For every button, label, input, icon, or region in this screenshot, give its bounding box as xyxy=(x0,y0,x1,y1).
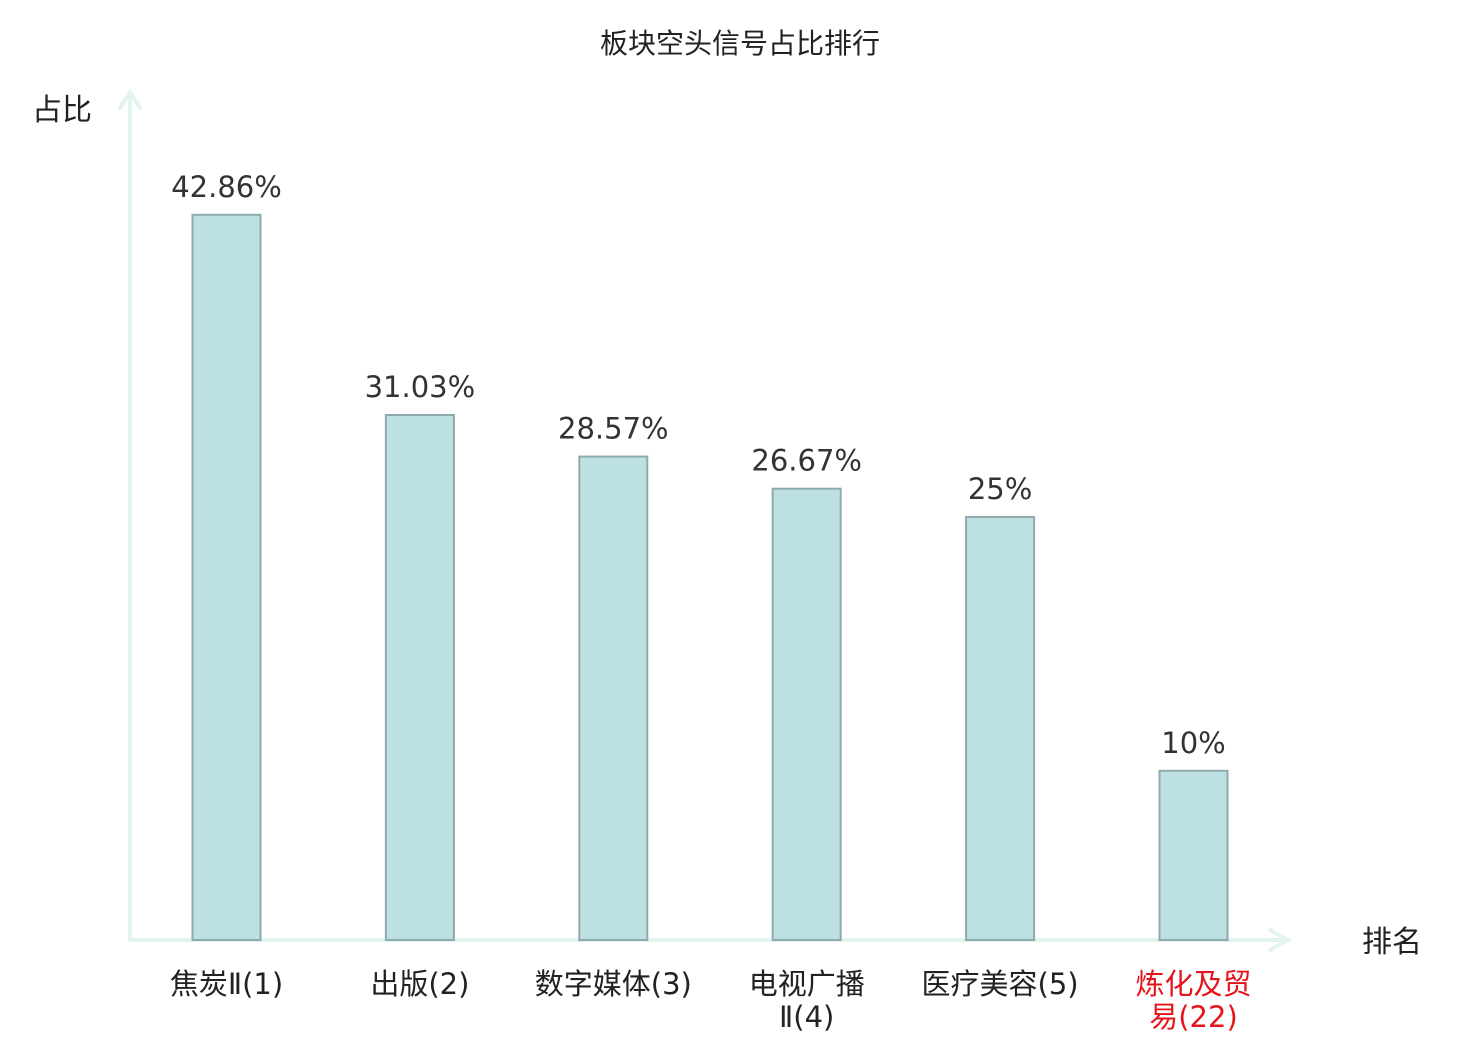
bar-4 xyxy=(771,487,842,941)
tick-label-6: 炼化及贸易(22) xyxy=(1135,967,1251,1034)
tick-label-2: 出版(2) xyxy=(370,967,469,1001)
chart-title: 板块空头信号占比排行 xyxy=(600,27,880,60)
value-label-4: 26.67% xyxy=(751,444,862,478)
tick-label-5: 医疗美容(5) xyxy=(922,967,1079,1001)
bar-6 xyxy=(1158,769,1229,941)
tick-label-3: 数字媒体(3) xyxy=(535,967,692,1001)
value-label-3: 28.57% xyxy=(558,412,669,446)
bar-5 xyxy=(965,516,1036,941)
value-label-5: 25% xyxy=(968,472,1032,506)
value-label-1: 42.86% xyxy=(171,170,282,204)
tick-label-4: 电视广播 Ⅱ(4) xyxy=(749,967,865,1034)
tick-labels-group: 焦炭Ⅱ(1) 出版(2) 数字媒体(3) 电视广播 Ⅱ(4) 医疗美容(5) 炼化及贸易(2… xyxy=(170,967,1252,1034)
x-axis xyxy=(128,928,1293,952)
x-axis-label: 排名 xyxy=(1362,925,1422,960)
bar-2 xyxy=(384,414,455,941)
bar-1 xyxy=(191,213,262,942)
y-axis-label: 占比 xyxy=(32,93,92,128)
y-axis xyxy=(118,88,142,942)
value-label-6: 10% xyxy=(1161,726,1225,760)
bar-3 xyxy=(578,455,649,941)
value-label-2: 31.03% xyxy=(365,370,476,404)
bars-group xyxy=(191,213,1229,942)
tick-label-1: 焦炭Ⅱ(1) xyxy=(170,967,283,1001)
value-labels-group: 42.86% 31.03% 28.57% 26.67% 25% 10% xyxy=(171,170,1226,760)
